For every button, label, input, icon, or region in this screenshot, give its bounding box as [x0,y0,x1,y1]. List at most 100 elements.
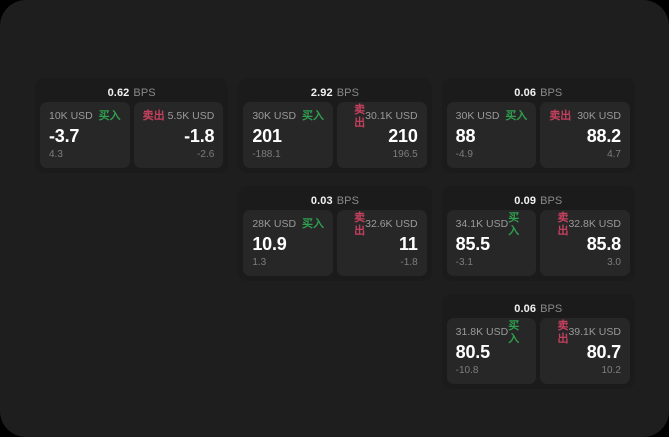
buy-panel-header: 30K USD 买入 [252,110,324,123]
sell-delta: 3.0 [607,257,621,268]
sell-panel[interactable]: 卖出 30K USD 88.2 4.7 [540,102,630,168]
buy-panel-header: 34.1K USD 买入 [455,212,528,237]
sell-price: 11 [399,234,418,254]
buy-panel[interactable]: 34.1K USD 买入 85.5 -3.1 [446,210,537,276]
sell-delta: 196.5 [392,149,418,160]
quote-card[interactable]: 0.03 BPS 28K USD 买入 10.9 1.3 卖出 [238,186,432,281]
buy-size-label: 31.8K USD [455,326,509,338]
buy-price: 88 [455,126,476,146]
bps-value: 0.06 [514,86,537,99]
card-header: 0.03 BPS [243,191,426,210]
sell-size-label: 5.5K USD [167,110,215,122]
card-panels: 28K USD 买入 10.9 1.3 卖出 32.6K USD 11 -1.8 [243,210,427,276]
buy-side-label: 买入 [98,110,121,122]
card-panels: 30K USD 买入 201 -188.1 卖出 30.1K USD 210 1… [243,102,427,168]
quote-column-3: 0.06 BPS 30K USD 买入 88 -4.9 卖出 [441,78,635,389]
buy-size-label: 34.1K USD [455,218,509,230]
sell-price: -1.8 [184,126,215,146]
sell-panel[interactable]: 卖出 5.5K USD -1.8 -2.6 [133,102,224,168]
sell-price: 80.7 [586,342,621,362]
buy-panel-header: 10K USD 买入 [49,110,121,123]
buy-delta: -10.8 [455,365,479,376]
buy-panel[interactable]: 10K USD 买入 -3.7 4.3 [40,102,130,168]
sell-delta: 10.2 [601,365,621,376]
sell-delta: -2.6 [197,149,215,160]
quote-card[interactable]: 2.92 BPS 30K USD 买入 201 -188.1 卖出 [238,78,432,173]
buy-panel[interactable]: 31.8K USD 买入 80.5 -10.8 [446,318,537,384]
buy-delta: 4.3 [49,149,63,160]
card-header: 0.06 BPS [447,83,630,102]
card-panels: 31.8K USD 买入 80.5 -10.8 卖出 39.1K USD 80.… [446,318,630,384]
bps-value: 0.06 [514,302,537,315]
buy-side-label: 买入 [505,110,528,122]
sell-panel[interactable]: 卖出 30.1K USD 210 196.5 [336,102,427,168]
sell-side-label: 卖出 [354,211,366,237]
buy-size-label: 30K USD [252,110,297,122]
sell-panel[interactable]: 卖出 32.6K USD 11 -1.8 [336,210,427,276]
quote-card[interactable]: 0.09 BPS 34.1K USD 买入 85.5 -3.1 卖出 [441,186,635,281]
card-header: 0.09 BPS [447,191,630,210]
sell-size-label: 30.1K USD [365,110,418,122]
bps-unit: BPS [540,302,563,315]
buy-delta: 1.3 [252,257,267,268]
bps-value: 0.03 [310,194,333,207]
buy-panel[interactable]: 30K USD 买入 88 -4.9 [446,102,537,168]
sell-panel-header: 卖出 5.5K USD [143,110,215,123]
bps-value: 2.92 [310,86,333,99]
sell-panel-header: 卖出 30K USD [549,110,621,123]
buy-panel-header: 30K USD 买入 [456,110,528,123]
buy-panel-header: 28K USD 买入 [252,218,324,231]
sell-price: 85.8 [586,234,621,254]
buy-panel-header: 31.8K USD 买入 [455,320,528,345]
sell-size-label: 32.8K USD [568,218,621,230]
bps-unit: BPS [336,194,360,207]
sell-side-label: 卖出 [142,110,165,122]
buy-size-label: 10K USD [49,110,93,122]
sell-price: 88.2 [586,126,621,146]
buy-price: -3.7 [49,126,80,146]
bps-unit: BPS [336,86,360,99]
sell-size-label: 39.1K USD [568,326,621,338]
sell-delta: -1.8 [400,257,418,268]
buy-price: 80.5 [455,342,490,362]
buy-price: 201 [252,126,282,146]
buy-delta: -4.9 [455,149,473,160]
sell-size-label: 30K USD [577,110,621,122]
sell-side-label: 卖出 [557,211,569,237]
sell-panel-header: 卖出 39.1K USD [549,320,621,345]
quote-column-1: 0.62 BPS 10K USD 买入 -3.7 4.3 卖出 [35,78,229,173]
buy-size-label: 30K USD [455,110,500,122]
bps-value: 0.62 [107,86,130,99]
quote-column-2: 2.92 BPS 30K USD 买入 201 -188.1 卖出 [238,78,432,281]
buy-price: 85.5 [455,234,490,254]
quote-card-grid: 0.62 BPS 10K USD 买入 -3.7 4.3 卖出 [35,78,635,389]
card-panels: 34.1K USD 买入 85.5 -3.1 卖出 32.8K USD 85.8… [446,210,630,276]
sell-panel-header: 卖出 32.6K USD [346,212,418,237]
quote-card[interactable]: 0.62 BPS 10K USD 买入 -3.7 4.3 卖出 [35,78,229,173]
sell-panel-header: 卖出 30.1K USD [346,104,418,129]
buy-side-label: 买入 [301,110,324,122]
buy-side-label: 买入 [508,211,520,237]
bps-unit: BPS [133,86,156,99]
sell-side-label: 卖出 [557,319,569,345]
buy-panel[interactable]: 28K USD 买入 10.9 1.3 [243,210,333,276]
sell-delta: 4.7 [607,149,621,160]
card-header: 0.62 BPS [40,83,223,102]
card-header: 2.92 BPS [243,83,426,102]
buy-side-label: 买入 [508,319,520,345]
sell-panel[interactable]: 卖出 32.8K USD 85.8 3.0 [540,210,630,276]
buy-price: 10.9 [252,234,287,254]
sell-size-label: 32.6K USD [365,218,418,230]
quote-card[interactable]: 0.06 BPS 30K USD 买入 88 -4.9 卖出 [441,78,635,173]
sell-panel[interactable]: 卖出 39.1K USD 80.7 10.2 [540,318,630,384]
quote-card[interactable]: 0.06 BPS 31.8K USD 买入 80.5 -10.8 卖 [441,294,635,389]
sell-side-label: 卖出 [354,103,366,129]
bps-unit: BPS [540,86,563,99]
sell-side-label: 卖出 [549,110,572,122]
card-panels: 30K USD 买入 88 -4.9 卖出 30K USD 88.2 4.7 [446,102,630,168]
card-header: 0.06 BPS [447,299,630,318]
buy-panel[interactable]: 30K USD 买入 201 -188.1 [243,102,333,168]
card-panels: 10K USD 买入 -3.7 4.3 卖出 5.5K USD -1.8 -2.… [40,102,224,168]
buy-size-label: 28K USD [252,218,297,230]
